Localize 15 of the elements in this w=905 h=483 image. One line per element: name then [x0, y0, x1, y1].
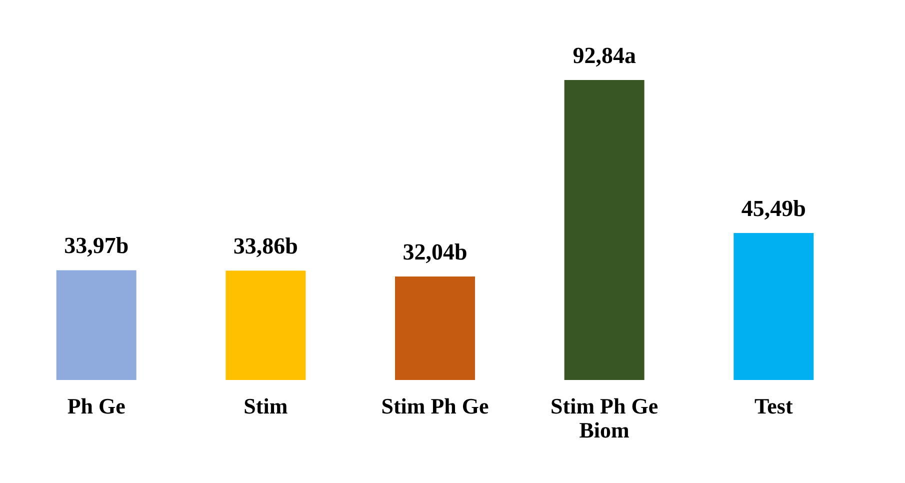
data-label: 32,04b — [402, 239, 468, 264]
x-tick-label: Test — [754, 394, 794, 418]
data-label: 33,97b — [64, 233, 129, 258]
x-tick-label: Stim — [244, 394, 288, 418]
data-label: 92,84a — [572, 43, 636, 68]
x-tick-label: Stim Ph Ge — [381, 394, 490, 418]
bar — [56, 270, 136, 380]
bar — [734, 233, 814, 380]
bar — [226, 270, 306, 380]
bar — [564, 80, 644, 380]
x-tick-label: Ph Ge — [67, 394, 126, 418]
bar — [395, 276, 475, 380]
data-label: 45,49b — [741, 196, 806, 222]
data-label: 33,86b — [233, 234, 298, 259]
x-tick-label: Stim Ph Ge Biom — [550, 394, 658, 442]
